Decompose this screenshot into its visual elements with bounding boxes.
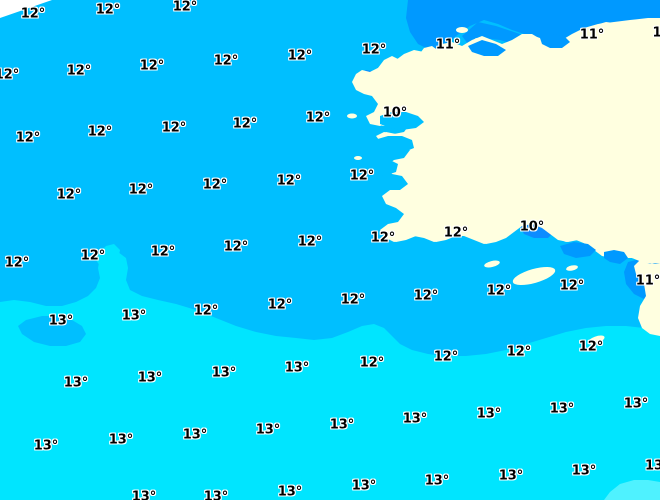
bay-north-coast-inlet xyxy=(468,40,506,56)
bay-vilaine-estuary xyxy=(604,250,628,264)
bay-rade-de-brest xyxy=(380,112,424,130)
island-small-north xyxy=(456,27,468,33)
water-band-12-island-southwest xyxy=(18,316,86,346)
island-houat xyxy=(566,265,578,271)
bay-douarnenez xyxy=(374,136,414,152)
water-band-13-finger xyxy=(96,244,120,266)
bay-saint-brieuc xyxy=(540,34,570,48)
corner-wedge-topleft xyxy=(0,0,52,18)
island-ouessant xyxy=(347,113,357,119)
bay-audierne xyxy=(364,160,398,176)
landmass-east-edge xyxy=(634,260,660,336)
water-band-14-corner xyxy=(604,480,660,500)
island-sein xyxy=(354,156,362,160)
water-band-13-south xyxy=(0,252,660,500)
island-belle-ile xyxy=(512,266,556,286)
island-noirmoutier xyxy=(587,335,605,345)
bay-morbihan xyxy=(560,242,596,258)
island-groix xyxy=(484,260,500,268)
landmass-brittany-body xyxy=(354,18,660,264)
